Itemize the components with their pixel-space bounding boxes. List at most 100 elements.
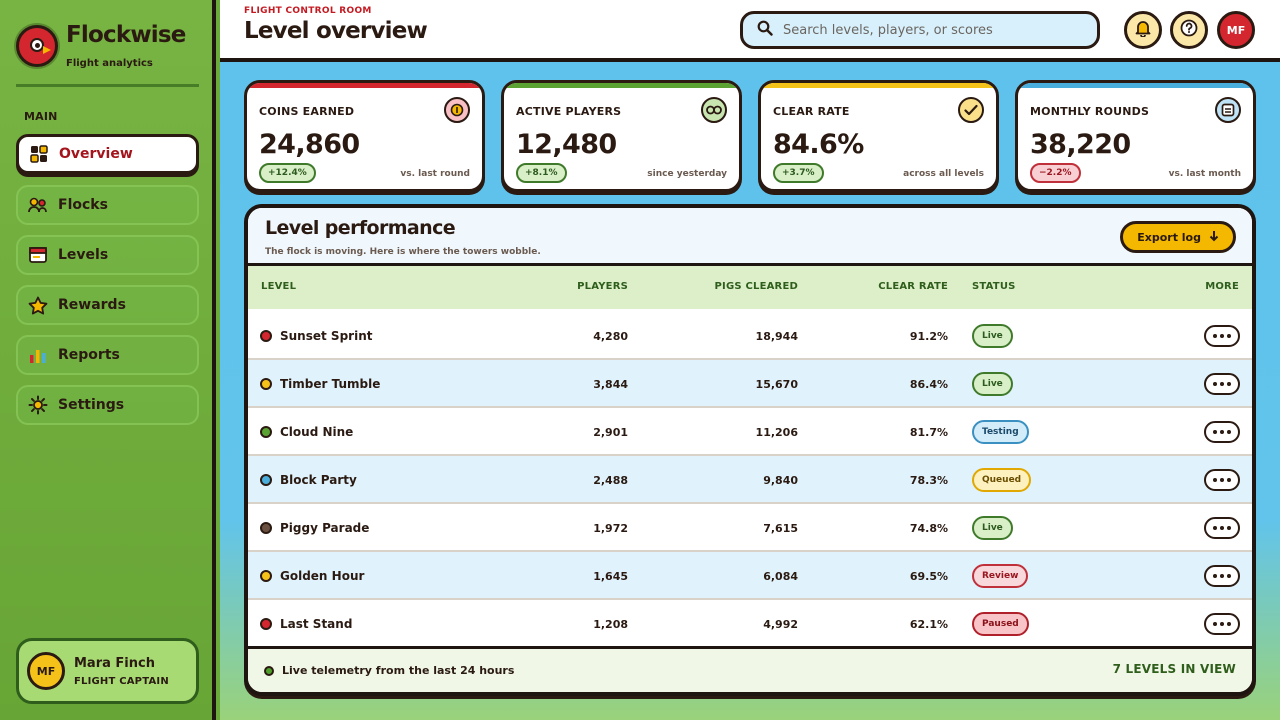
column-header-pigs-cleared[interactable]: PIGS CLEARED: [714, 281, 798, 292]
search-input[interactable]: [783, 22, 1073, 38]
top-bar: FLIGHT CONTROL ROOM Level overview MF: [220, 0, 1280, 62]
status-badge: Live: [972, 324, 1013, 348]
check-icon: [958, 97, 984, 123]
page-title: Level overview: [244, 18, 428, 44]
pigs-cleared-cell: 15,670: [755, 377, 798, 391]
table-row[interactable]: Piggy Parade 1,972 7,615 74.8% Live: [248, 504, 1252, 552]
pigs-cleared-cell: 9,840: [763, 473, 798, 487]
more-options-button[interactable]: [1204, 325, 1240, 347]
sidebar-item-label: Rewards: [58, 297, 126, 313]
brand-name: Flockwise: [66, 22, 186, 48]
dot-icon: [1213, 478, 1217, 482]
sidebar-item-reports[interactable]: Reports: [16, 335, 199, 375]
more-options-button[interactable]: [1204, 565, 1240, 587]
table-row[interactable]: Block Party 2,488 9,840 78.3% Queued: [248, 456, 1252, 504]
players-cell: 1,972: [593, 521, 628, 535]
status-cell: Queued: [972, 456, 1032, 504]
users-icon: [28, 195, 48, 215]
status-badge: Live: [972, 372, 1013, 396]
pigs-cleared-cell: 6,084: [763, 569, 798, 583]
status-cell: Live: [972, 504, 1013, 552]
search-bar[interactable]: [740, 11, 1100, 49]
column-header-clear-rate[interactable]: CLEAR RATE: [878, 281, 948, 292]
user-role: FLIGHT CAPTAIN: [74, 675, 169, 687]
clear-rate-cell: 78.3%: [909, 473, 948, 487]
status-cell: Review: [972, 552, 1029, 600]
players-cell: 1,645: [593, 569, 628, 583]
bird-logo-icon: [16, 25, 58, 67]
more-options-button[interactable]: [1204, 469, 1240, 491]
arrow-down-icon: [1209, 230, 1219, 245]
calendar-icon: [1215, 97, 1241, 123]
players-cell: 2,488: [593, 473, 628, 487]
dot-icon: [1227, 334, 1231, 338]
sidebar-item-rewards[interactable]: Rewards: [16, 285, 199, 325]
more-options-button[interactable]: [1204, 421, 1240, 443]
sidebar-divider: [16, 84, 199, 87]
stat-value: 24,860: [259, 129, 360, 160]
dot-icon: [1220, 622, 1224, 626]
footer-text: Live telemetry from the last 24 hours: [282, 664, 515, 677]
bell-icon: [1135, 19, 1151, 41]
level-color-dot: [260, 522, 272, 534]
sidebar-item-flocks[interactable]: Flocks: [16, 185, 199, 225]
level-color-dot: [260, 570, 272, 582]
sidebar-item-label: Overview: [59, 146, 133, 162]
level-color-dot: [260, 426, 272, 438]
table-row[interactable]: Golden Hour 1,645 6,084 69.5% Review: [248, 552, 1252, 600]
stat-delta-badge: −2.2%: [1030, 163, 1081, 183]
column-header-status[interactable]: STATUS: [972, 281, 1016, 292]
dot-icon: [1220, 478, 1224, 482]
more-options-button[interactable]: [1204, 517, 1240, 539]
brand-subtitle: Flight analytics: [66, 58, 153, 69]
level-name: Timber Tumble: [280, 377, 381, 391]
help-icon: [1180, 19, 1198, 41]
sidebar-item-settings[interactable]: Settings: [16, 385, 199, 425]
brand[interactable]: Flockwise Flight analytics: [16, 22, 206, 72]
dot-icon: [1213, 622, 1217, 626]
dot-icon: [1213, 382, 1217, 386]
level-name-cell: Block Party: [260, 456, 357, 504]
players-cell: 1,208: [593, 617, 628, 631]
column-header-level[interactable]: LEVEL: [261, 281, 297, 292]
level-name: Block Party: [280, 473, 357, 487]
grid-icon: [29, 144, 49, 164]
table-row[interactable]: Sunset Sprint 4,280 18,944 91.2% Live: [248, 312, 1252, 360]
user-profile-card[interactable]: MF Mara Finch FLIGHT CAPTAIN: [16, 638, 199, 704]
page-eyebrow: FLIGHT CONTROL ROOM: [244, 6, 372, 16]
dot-icon: [1227, 430, 1231, 434]
card-icon: [28, 245, 48, 265]
stat-card-players: ACTIVE PLAYERS 12,480 +8.1% since yester…: [501, 80, 742, 192]
level-name-cell: Sunset Sprint: [260, 312, 372, 360]
stat-value: 38,220: [1030, 129, 1131, 160]
column-header-more: MORE: [1205, 281, 1239, 292]
level-name-cell: Golden Hour: [260, 552, 364, 600]
level-name-cell: Last Stand: [260, 600, 352, 648]
dot-icon: [1220, 334, 1224, 338]
help-button[interactable]: [1170, 11, 1208, 49]
search-icon: [757, 20, 773, 40]
sidebar-item-overview[interactable]: Overview: [16, 134, 199, 174]
avatar[interactable]: MF: [1217, 11, 1255, 49]
export-log-button[interactable]: Export log: [1120, 221, 1236, 253]
level-color-dot: [260, 474, 272, 486]
more-options-button[interactable]: [1204, 613, 1240, 635]
panel-subtitle: The flock is moving. Here is where the t…: [265, 247, 541, 257]
stat-label: CLEAR RATE: [773, 105, 850, 118]
sidebar-item-levels[interactable]: Levels: [16, 235, 199, 275]
dot-icon: [1227, 622, 1231, 626]
status-badge: Live: [972, 516, 1013, 540]
more-options-button[interactable]: [1204, 373, 1240, 395]
stat-label: ACTIVE PLAYERS: [516, 105, 622, 118]
clear-rate-cell: 62.1%: [909, 617, 948, 631]
table-row[interactable]: Cloud Nine 2,901 11,206 81.7% Testing: [248, 408, 1252, 456]
notifications-button[interactable]: [1124, 11, 1162, 49]
column-header-players[interactable]: PLAYERS: [577, 281, 628, 292]
pigs-cleared-cell: 4,992: [763, 617, 798, 631]
table-row[interactable]: Timber Tumble 3,844 15,670 86.4% Live: [248, 360, 1252, 408]
stat-note: since yesterday: [647, 169, 727, 179]
gear-icon: [28, 395, 48, 415]
dot-icon: [1227, 382, 1231, 386]
table-row[interactable]: Last Stand 1,208 4,992 62.1% Paused: [248, 600, 1252, 648]
dot-icon: [1220, 430, 1224, 434]
